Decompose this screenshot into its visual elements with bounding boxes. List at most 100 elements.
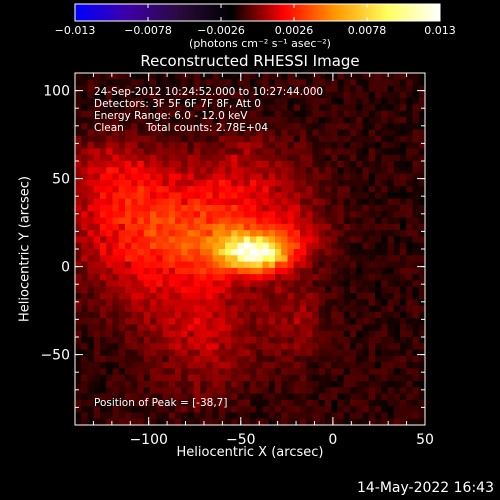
heatmap-cell <box>287 337 295 344</box>
heatmap-cell <box>237 305 245 313</box>
heatmap-cell <box>418 223 426 231</box>
heatmap-cell <box>300 293 307 300</box>
heatmap-cell <box>225 73 232 80</box>
heatmap-cell <box>306 73 314 80</box>
heatmap-cell <box>275 368 282 376</box>
heatmap-cell <box>150 324 157 332</box>
heatmap-cell <box>293 393 301 401</box>
heatmap-cell <box>293 142 301 150</box>
heatmap-cell <box>187 249 195 256</box>
heatmap-cell <box>168 230 176 238</box>
heatmap-cell <box>131 98 139 106</box>
heatmap-cell <box>331 223 339 231</box>
heatmap-cell <box>312 161 320 168</box>
heatmap-cell <box>306 318 314 326</box>
heatmap-cell <box>275 255 282 263</box>
heatmap-cell <box>168 299 176 307</box>
heatmap-cell <box>106 305 114 313</box>
heatmap-cell <box>287 406 295 414</box>
heatmap-cell <box>256 261 264 269</box>
heatmap-cell <box>262 117 270 124</box>
heatmap-cell <box>93 179 101 187</box>
heatmap-cell <box>343 186 351 194</box>
heatmap-cell <box>406 274 414 282</box>
heatmap-cell <box>106 98 114 106</box>
heatmap-cell <box>262 186 270 194</box>
heatmap-cell <box>418 91 426 99</box>
heatmap-cell <box>281 418 289 426</box>
heatmap-cell <box>343 324 351 332</box>
heatmap-cell <box>356 142 364 150</box>
heatmap-cell <box>331 205 339 212</box>
heatmap-cell <box>368 349 376 357</box>
heatmap-cell <box>175 362 182 370</box>
heatmap-cell <box>137 179 145 187</box>
heatmap-cell <box>75 349 82 357</box>
heatmap-cell <box>375 236 382 244</box>
heatmap-cell <box>168 418 176 426</box>
heatmap-cell <box>293 311 301 319</box>
heatmap-cell <box>75 299 82 307</box>
heatmap-cell <box>250 368 257 376</box>
heatmap-cell <box>225 324 232 332</box>
heatmap-cell <box>112 135 120 143</box>
heatmap-cell <box>300 324 307 332</box>
heatmap-cell <box>356 418 364 426</box>
heatmap-cell <box>218 311 226 319</box>
heatmap-cell <box>118 261 126 269</box>
heatmap-cell <box>256 205 264 212</box>
heatmap-cell <box>281 117 289 124</box>
heatmap-cell <box>375 135 382 143</box>
heatmap-cell <box>400 418 407 426</box>
heatmap-cell <box>93 412 101 420</box>
heatmap-cell <box>181 85 189 93</box>
heatmap-cell <box>300 192 307 200</box>
heatmap-cell <box>337 217 345 225</box>
heatmap-cell <box>168 142 176 150</box>
heatmap-cell <box>125 104 132 112</box>
heatmap-cell <box>81 406 89 414</box>
heatmap-cell <box>206 318 214 326</box>
heatmap-cell <box>250 117 257 124</box>
heatmap-cell <box>243 104 251 112</box>
heatmap-cell <box>381 286 389 294</box>
heatmap-cell <box>156 299 164 307</box>
heatmap-cell <box>318 73 326 80</box>
heatmap-cell <box>293 274 301 282</box>
heatmap-cell <box>243 161 251 168</box>
heatmap-cell <box>368 299 376 307</box>
heatmap-cell <box>306 255 314 263</box>
heatmap-cell <box>393 148 401 156</box>
heatmap-cell <box>243 337 251 344</box>
heatmap-cell <box>75 154 82 162</box>
heatmap-cell <box>175 349 182 357</box>
heatmap-cell <box>200 236 207 244</box>
heatmap-cell <box>393 293 401 300</box>
heatmap-cell <box>243 293 251 300</box>
heatmap-cell <box>393 142 401 150</box>
heatmap-cell <box>262 242 270 250</box>
heatmap-cell <box>131 330 139 338</box>
heatmap-cell <box>293 399 301 407</box>
heatmap-cell <box>337 79 345 87</box>
heatmap-cell <box>412 242 420 250</box>
heatmap-cell <box>150 173 157 181</box>
heatmap-cell <box>112 85 120 93</box>
heatmap-cell <box>237 179 245 187</box>
heatmap-cell <box>81 293 89 300</box>
heatmap-cell <box>143 79 151 87</box>
heatmap-cell <box>168 117 176 124</box>
heatmap-cell <box>81 343 89 351</box>
heatmap-cell <box>100 186 107 194</box>
heatmap-cell <box>206 129 214 137</box>
heatmap-cell <box>100 242 107 250</box>
heatmap-cell <box>393 311 401 319</box>
heatmap-cell <box>81 299 89 307</box>
heatmap-cell <box>306 211 314 219</box>
heatmap-cell <box>387 167 395 175</box>
heatmap-cell <box>118 148 126 156</box>
heatmap-cell <box>231 349 239 357</box>
heatmap-cell <box>312 318 320 326</box>
heatmap-cell <box>125 318 132 326</box>
heatmap-cell <box>362 349 370 357</box>
